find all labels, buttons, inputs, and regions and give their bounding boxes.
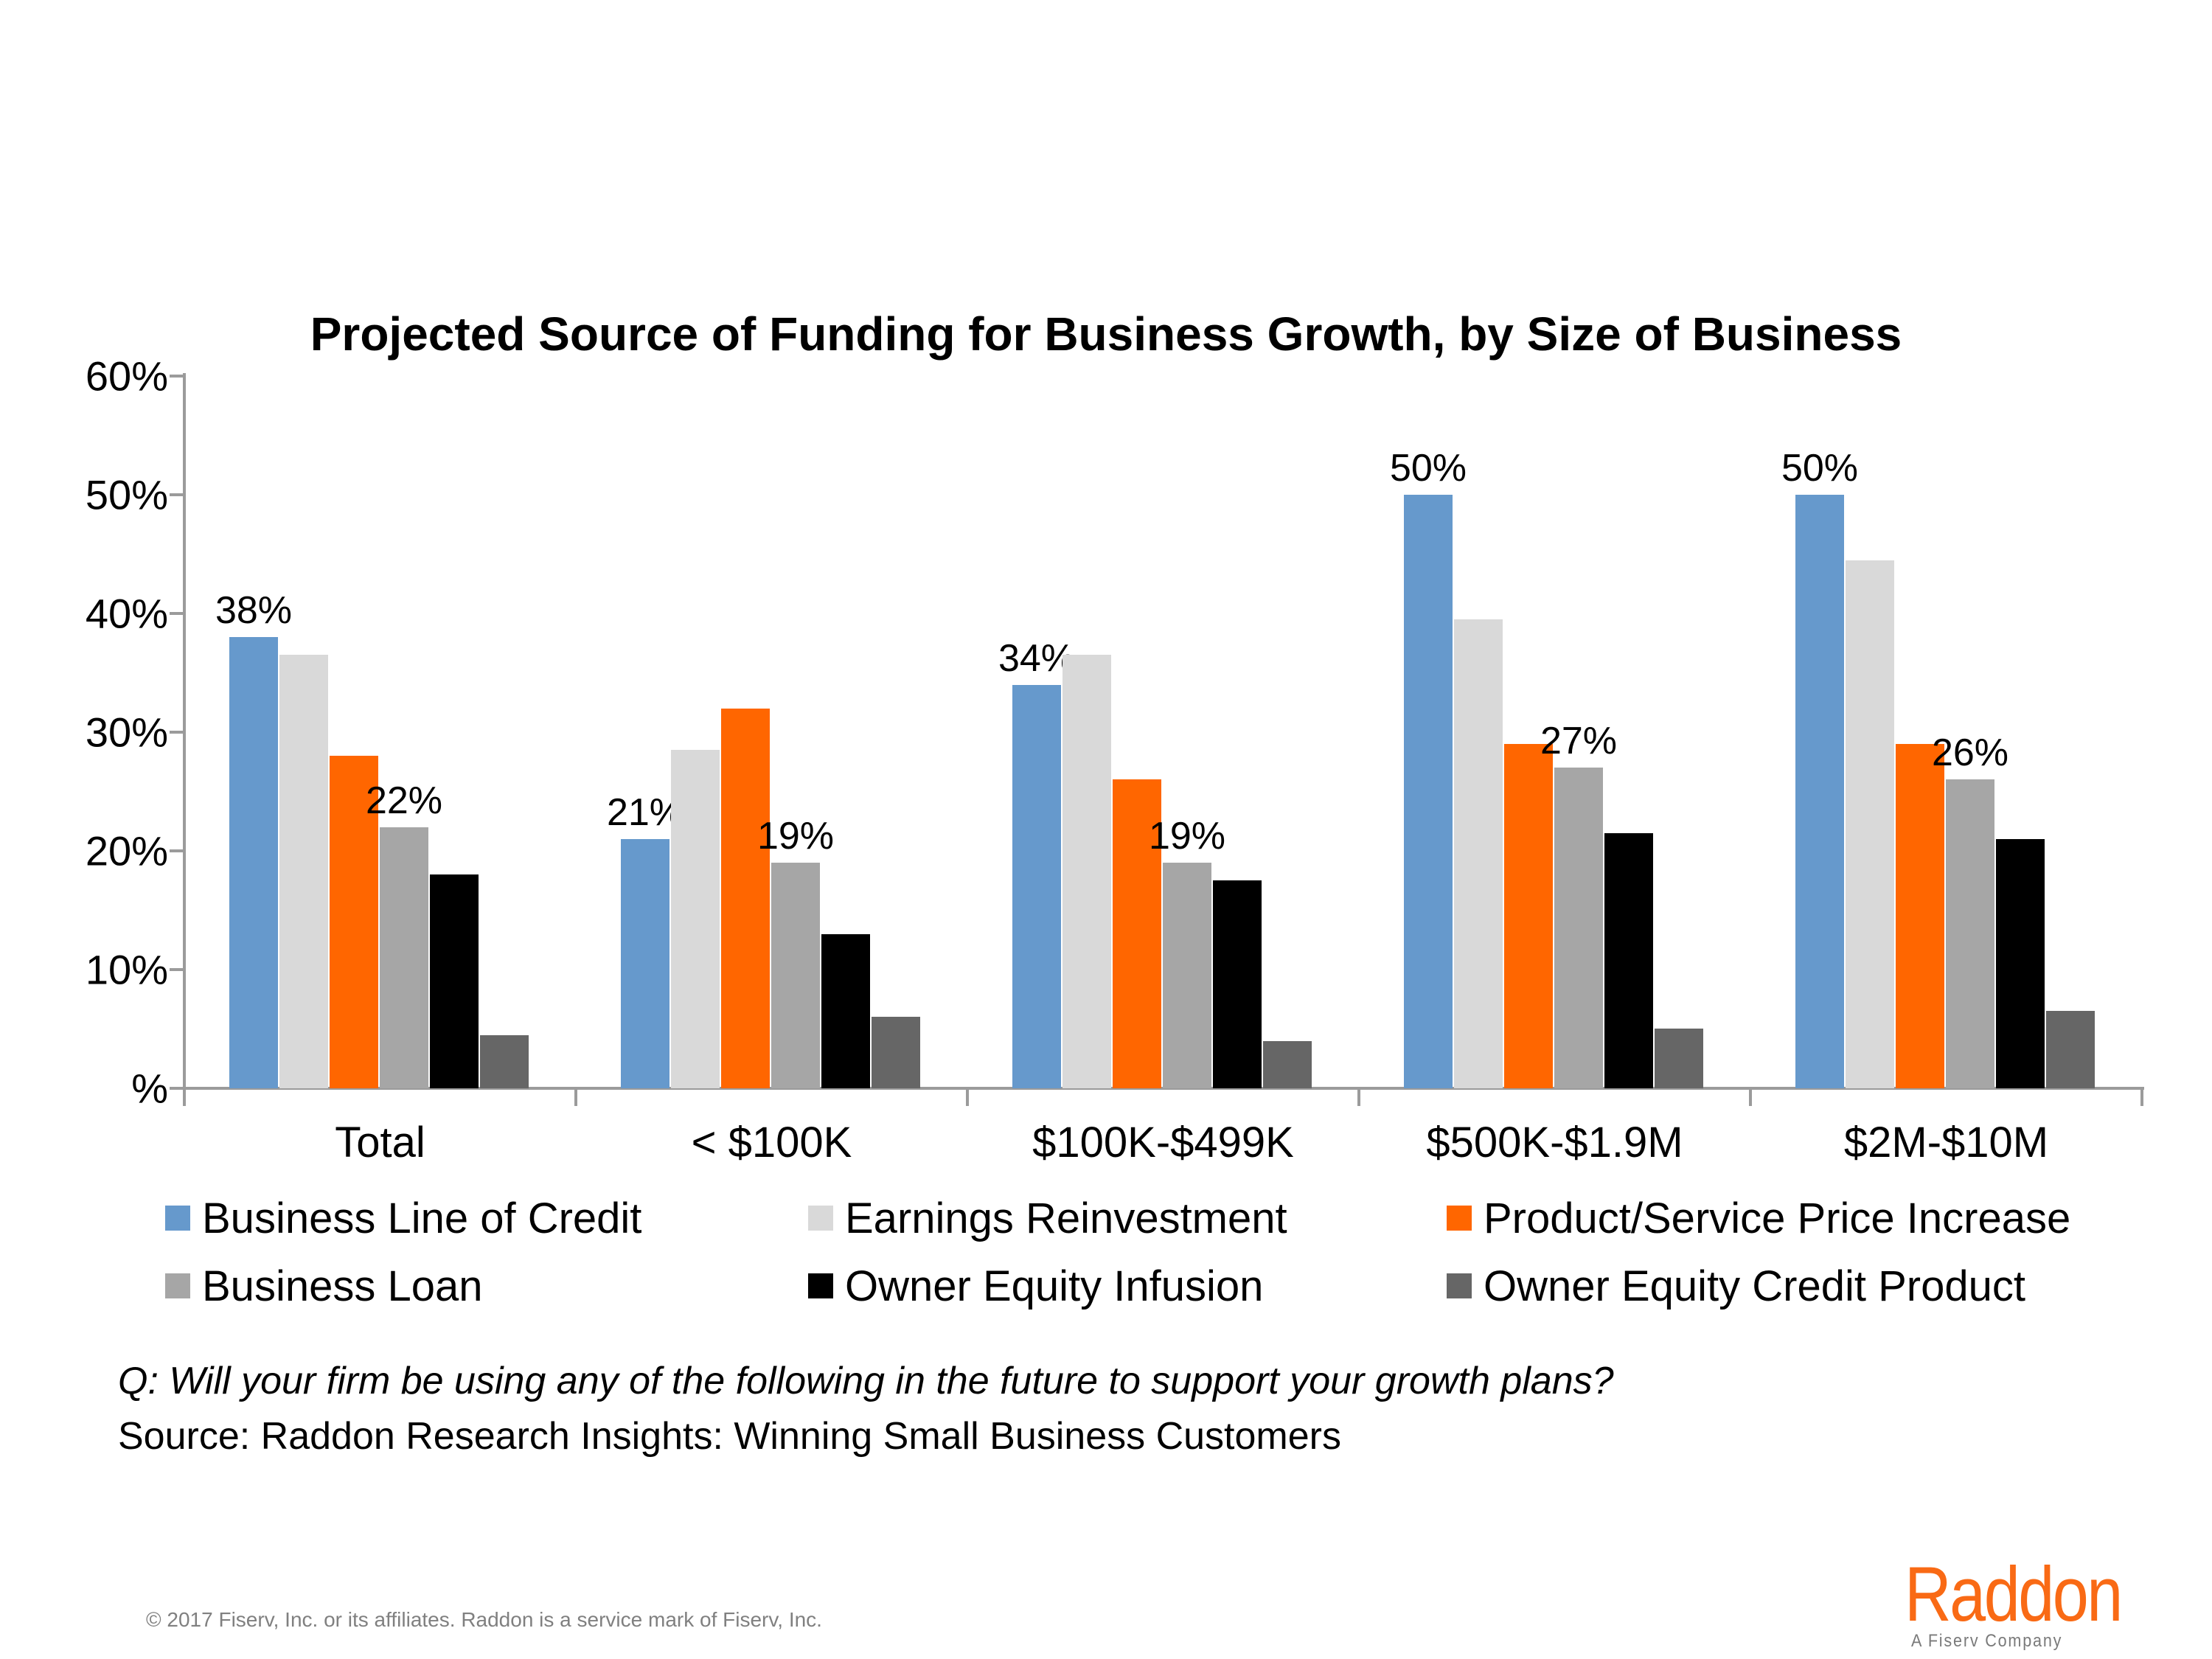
bar	[1655, 1029, 1703, 1088]
bar	[1012, 685, 1061, 1088]
y-axis-tick-label: 20%	[85, 827, 168, 874]
y-axis-tick	[170, 731, 184, 734]
y-axis-tick-label: 60%	[85, 352, 168, 400]
raddon-logo-tagline: A Fiserv Company	[1911, 1631, 2063, 1651]
bar-value-label: 27%	[1540, 720, 1618, 762]
bar	[330, 756, 378, 1088]
legend-swatch	[165, 1206, 190, 1231]
legend-swatch	[1447, 1206, 1472, 1231]
bar-value-label: 50%	[1389, 447, 1467, 490]
bar-value-label: 19%	[757, 815, 835, 858]
copyright-note: © 2017 Fiserv, Inc. or its affiliates. R…	[146, 1608, 822, 1631]
bar	[1896, 744, 1944, 1088]
bar	[1604, 833, 1653, 1088]
bar	[380, 827, 428, 1088]
bar	[1554, 768, 1603, 1088]
legend-label: Product/Service Price Increase	[1484, 1194, 2071, 1242]
bar-value-label: 19%	[1148, 815, 1226, 858]
y-axis-tick	[170, 968, 184, 971]
bar	[1163, 863, 1211, 1088]
x-axis-category-label: $100K-$499K	[1032, 1119, 1294, 1166]
x-axis-tick	[574, 1090, 577, 1106]
y-axis-tick-label: 40%	[85, 590, 168, 637]
y-axis-tick-label: 10%	[85, 946, 168, 993]
x-axis-tick	[1749, 1090, 1752, 1106]
x-axis-category-label: Total	[335, 1119, 425, 1166]
source-note: Source: Raddon Research Insights: Winnin…	[118, 1415, 1341, 1458]
bar	[1404, 495, 1453, 1088]
legend-item: Business Loan	[165, 1262, 482, 1310]
bar	[621, 839, 669, 1088]
x-axis-category-label: < $100K	[691, 1119, 852, 1166]
legend-label: Owner Equity Infusion	[845, 1262, 1264, 1310]
bar	[2046, 1011, 2095, 1088]
bar	[1113, 779, 1161, 1088]
y-axis-tick	[170, 849, 184, 852]
x-axis-tick	[1357, 1090, 1360, 1106]
bar	[279, 655, 328, 1088]
bar	[1946, 779, 1994, 1088]
bar-value-label: 34%	[998, 637, 1076, 680]
bar	[1454, 619, 1503, 1088]
raddon-logo: Raddon	[1905, 1551, 2123, 1638]
legend-label: Business Line of Credit	[202, 1194, 642, 1242]
bar-value-label: 22%	[365, 779, 443, 822]
y-axis-tick	[170, 612, 184, 615]
y-axis-tick	[170, 375, 184, 378]
bar	[721, 709, 770, 1088]
bar	[1263, 1041, 1312, 1088]
legend-swatch	[808, 1273, 833, 1298]
legend-item: Owner Equity Infusion	[808, 1262, 1263, 1310]
legend-label: Owner Equity Credit Product	[1484, 1262, 2025, 1310]
y-axis-tick-label: 30%	[85, 709, 168, 756]
x-axis-tick	[2140, 1090, 2143, 1106]
y-axis-tick-label: %	[131, 1065, 168, 1112]
bar	[1062, 655, 1111, 1088]
legend-item: Business Line of Credit	[165, 1194, 641, 1242]
y-axis-line	[183, 373, 186, 1091]
legend-swatch	[1447, 1273, 1472, 1298]
legend-swatch	[165, 1273, 190, 1298]
bar	[771, 863, 820, 1088]
legend-label: Business Loan	[202, 1262, 483, 1310]
x-axis-category-label: $2M-$10M	[1843, 1119, 2049, 1166]
bar	[1504, 744, 1553, 1088]
bar	[1795, 495, 1844, 1088]
bar	[430, 874, 479, 1088]
legend-swatch	[808, 1206, 833, 1231]
bar	[821, 934, 870, 1088]
x-axis-category-label: $500K-$1.9M	[1426, 1119, 1683, 1166]
bar-value-label: 21%	[606, 791, 684, 834]
chart-title: Projected Source of Funding for Business…	[310, 307, 1902, 361]
legend-item: Earnings Reinvestment	[808, 1194, 1287, 1242]
bar	[480, 1035, 529, 1088]
bar	[229, 637, 278, 1088]
y-axis-tick	[170, 1087, 184, 1090]
y-axis-tick-label: 50%	[85, 471, 168, 518]
bar	[671, 750, 720, 1088]
bar	[872, 1017, 920, 1088]
x-axis-line	[183, 1087, 2144, 1090]
bar-value-label: 38%	[215, 589, 293, 632]
bar	[1213, 880, 1262, 1088]
bar	[1996, 839, 2045, 1088]
y-axis-tick	[170, 493, 184, 496]
legend-label: Earnings Reinvestment	[845, 1194, 1287, 1242]
x-axis-tick	[183, 1090, 186, 1106]
legend-item: Owner Equity Credit Product	[1447, 1262, 2025, 1310]
bar	[1846, 560, 1894, 1088]
bar-value-label: 50%	[1781, 447, 1859, 490]
survey-question: Q: Will your firm be using any of the fo…	[118, 1360, 1614, 1402]
legend-item: Product/Service Price Increase	[1447, 1194, 2070, 1242]
x-axis-tick	[966, 1090, 969, 1106]
bar-value-label: 26%	[1931, 731, 2009, 774]
